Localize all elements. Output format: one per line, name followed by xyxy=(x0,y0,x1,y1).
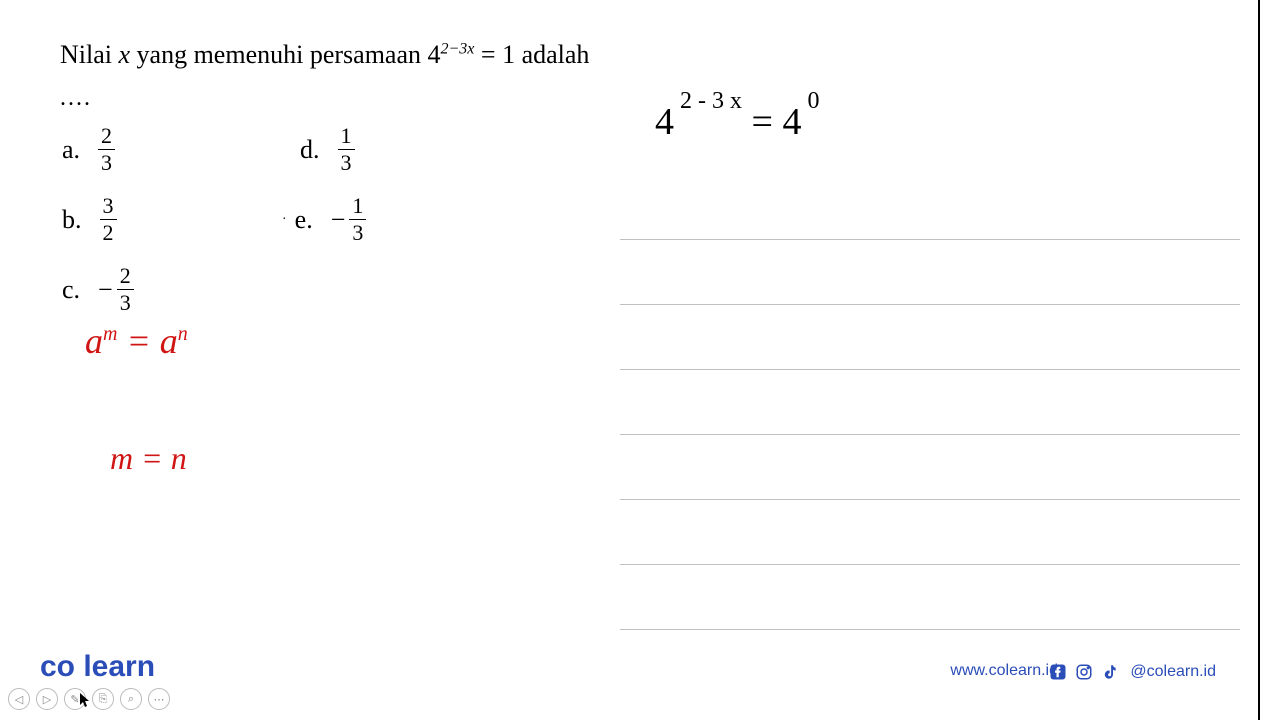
option-b-num: 3 xyxy=(100,195,117,220)
tiktok-icon[interactable] xyxy=(1100,662,1120,682)
question-prefix: Nilai xyxy=(60,40,119,69)
social-handle[interactable]: @colearn.id xyxy=(1130,663,1216,681)
black-equals: = xyxy=(742,101,782,143)
black-base-2: 4 xyxy=(782,101,801,143)
red-base-1: a xyxy=(85,321,103,361)
option-e-neg: − xyxy=(331,205,346,235)
handwriting-red-equation-2: m = n xyxy=(110,440,187,477)
red-exp-1: m xyxy=(103,323,117,345)
option-c-num: 2 xyxy=(117,265,134,290)
instagram-icon[interactable] xyxy=(1074,662,1094,682)
option-e-dot: · xyxy=(282,212,287,228)
ruled-line xyxy=(620,240,1240,305)
ruled-line xyxy=(620,175,1240,240)
ruled-line xyxy=(620,565,1240,630)
logo-learn: learn xyxy=(75,650,155,683)
option-a-den: 3 xyxy=(101,150,112,174)
black-exp-1: 2 - 3 x xyxy=(674,88,742,114)
option-e-den: 3 xyxy=(352,220,363,244)
question-dots: .... xyxy=(60,85,92,112)
option-a-label: a. xyxy=(62,135,80,165)
option-c-den: 3 xyxy=(120,290,131,314)
search-button[interactable]: ⌕ xyxy=(120,688,142,710)
option-e[interactable]: · e. − 1 3 xyxy=(282,195,366,244)
question-middle: yang memenuhi persamaan 4 xyxy=(130,40,440,69)
black-base-1: 4 xyxy=(655,101,674,143)
option-e-fraction: 1 3 xyxy=(349,195,366,244)
page-container: Nilai x yang memenuhi persamaan 42−3x = … xyxy=(0,0,1260,720)
red-equals: = xyxy=(117,321,159,361)
brand-logo: co learn xyxy=(40,650,155,684)
ruled-line xyxy=(620,435,1240,500)
footer: co learn www.colearn.id @colearn.id xyxy=(0,652,1258,702)
question-variable: x xyxy=(119,40,131,69)
next-button[interactable]: ▷ xyxy=(36,688,58,710)
option-b-den: 2 xyxy=(103,220,114,244)
question-exponent: 2−3x xyxy=(441,40,475,57)
prev-button[interactable]: ◁ xyxy=(8,688,30,710)
logo-co: co xyxy=(40,650,75,683)
social-links: @colearn.id xyxy=(1048,662,1216,682)
option-a[interactable]: a. 2 3 xyxy=(62,125,115,174)
cursor-icon xyxy=(80,693,92,714)
option-b-fraction: 3 2 xyxy=(100,195,117,244)
option-d[interactable]: d. 1 3 xyxy=(300,125,355,174)
more-button[interactable]: ⋯ xyxy=(148,688,170,710)
option-b-label: b. xyxy=(62,205,82,235)
option-c-neg: − xyxy=(98,275,113,305)
option-e-label: e. xyxy=(295,205,313,235)
question-suffix: = 1 adalah xyxy=(474,40,589,69)
copy-button[interactable]: ⎘ xyxy=(92,688,114,710)
black-exp-2: 0 xyxy=(801,88,819,114)
handwriting-red-equation-1: am = an xyxy=(85,320,188,362)
option-a-fraction: 2 3 xyxy=(98,125,115,174)
question-text: Nilai x yang memenuhi persamaan 42−3x = … xyxy=(60,40,589,70)
option-d-fraction: 1 3 xyxy=(338,125,355,174)
red-base-2: a xyxy=(160,321,178,361)
option-c-label: c. xyxy=(62,275,80,305)
handwriting-black-equation: 4 2 - 3 x = 4 0 xyxy=(655,100,819,144)
ruled-lines xyxy=(620,175,1240,630)
option-e-num: 1 xyxy=(349,195,366,220)
facebook-icon[interactable] xyxy=(1048,662,1068,682)
option-c[interactable]: c. − 2 3 xyxy=(62,265,134,314)
option-c-fraction: 2 3 xyxy=(117,265,134,314)
ruled-line xyxy=(620,500,1240,565)
option-d-label: d. xyxy=(300,135,320,165)
website-url[interactable]: www.colearn.id xyxy=(950,662,1058,680)
option-d-num: 1 xyxy=(338,125,355,150)
option-a-num: 2 xyxy=(98,125,115,150)
option-b[interactable]: b. 3 2 xyxy=(62,195,117,244)
option-d-den: 3 xyxy=(341,150,352,174)
ruled-line xyxy=(620,370,1240,435)
ruled-line xyxy=(620,305,1240,370)
red-exp-2: n xyxy=(178,323,188,345)
